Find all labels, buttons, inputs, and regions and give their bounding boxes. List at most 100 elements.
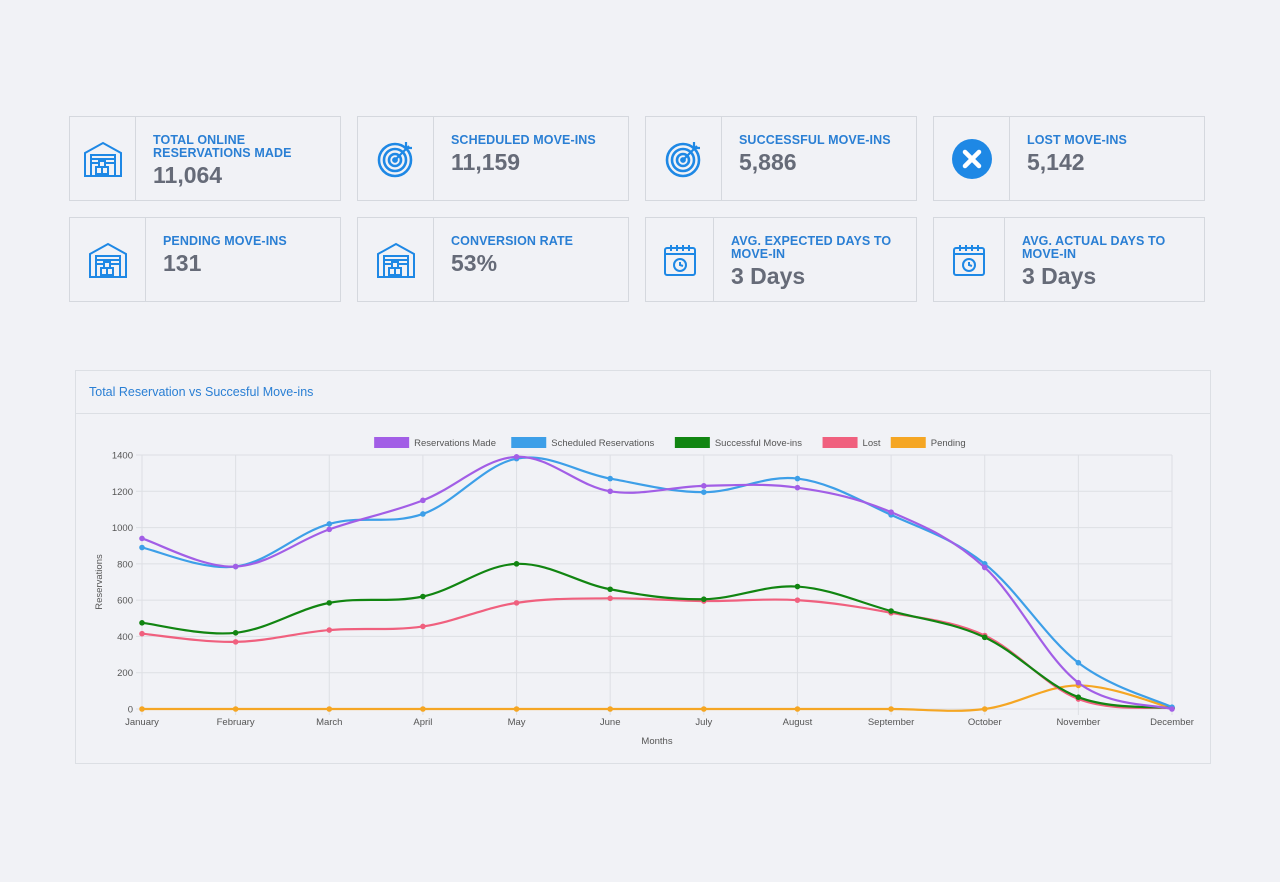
stat-card-scheduled-move-ins: Scheduled Move-ins 11,159 [357,116,629,201]
stat-card-text: Lost Move-ins 5,142 [1010,117,1127,200]
data-point [607,586,613,593]
data-point [701,706,707,712]
x-tick-label: January [125,717,159,728]
stat-label: Scheduled Move-ins [451,133,596,147]
legend-label: Reservations Made [414,438,496,449]
stat-value: 3 Days [1022,263,1097,289]
warehouse-icon [70,117,136,200]
data-point [326,600,333,606]
reservations-line-chart: 0 200 400 600 800 1000 1200 1400 January February… [94,437,1194,747]
data-point [794,475,801,482]
y-tick-label: 1200 [112,487,133,498]
x-tick-label: February [217,717,255,728]
stat-value: 53% [451,250,498,276]
data-point [420,706,426,712]
x-tick-label: March [316,717,342,728]
data-point [1169,706,1175,712]
legend-label: Pending [931,438,966,449]
series-line-lost [141,597,1173,710]
data-point [888,706,894,712]
legend-label: Lost [863,438,881,449]
stat-card-text: Total Online Reservations Made 11,064 [136,117,303,200]
series-line-reservations-made [141,455,1173,711]
data-point [139,620,145,626]
data-point [139,535,145,542]
data-point [701,489,707,495]
series-line-successful-move-ins [141,562,1173,710]
data-point [420,623,426,630]
data-point [888,509,894,515]
data-point [139,706,145,712]
data-point [1075,679,1082,686]
data-point [607,706,613,712]
warehouse-icon [358,218,434,301]
data-point [701,596,707,603]
series-line-pending [141,684,1173,712]
stat-card-text: Avg. Expected Days to Move-in 3 Days [714,218,896,301]
x-axis-title: Months [641,736,672,747]
y-tick-label: 1400 [112,451,133,462]
stat-card-pending-move-ins: Pending Move-ins 131 [69,217,341,302]
stat-value: 131 [163,250,202,276]
y-tick-label: 0 [128,705,133,716]
x-tick-label: May [508,717,526,728]
legend-label: Successful Move-ins [715,438,802,449]
data-point [981,564,988,571]
x-tick-label: December [1150,717,1194,728]
data-point [420,497,426,504]
stat-card-conversion-rate: Conversion Rate 53% [357,217,629,302]
data-point [607,488,613,495]
x-tick-label: November [1056,717,1100,728]
data-point [232,563,239,570]
data-point [326,521,333,527]
stat-value: 3 Days [731,263,806,289]
data-point [513,600,520,606]
y-axis-title: Reservations [94,554,105,610]
stat-label: Avg. Expected Days to Move-in [731,234,892,261]
x-tick-label: July [695,717,712,728]
y-tick-label: 200 [117,668,133,679]
data-point [513,706,520,712]
data-point [232,639,239,645]
data-point [1075,659,1082,666]
data-point [232,706,239,712]
y-tick-label: 800 [117,559,133,570]
stat-label: Successful Move-ins [739,133,891,147]
data-point [139,544,145,551]
calendar-clock-icon [646,218,714,301]
data-point [513,561,520,567]
legend-swatch [374,437,410,448]
stat-label: Lost Move-ins [1027,133,1127,147]
close-circle-icon [934,117,1010,200]
x-tick-label: October [968,717,1002,728]
data-point [607,475,613,482]
data-point [794,484,801,491]
stat-label: Total Online Reservations Made [153,133,292,160]
stat-card-lost-move-ins: Lost Move-ins 5,142 [933,116,1205,201]
legend-swatch [822,437,858,448]
stat-card-text: Scheduled Move-ins 11,159 [434,117,596,200]
series-line-scheduled-reservations [141,456,1173,709]
y-tick-label: 400 [117,632,133,643]
stat-value: 5,142 [1027,149,1085,175]
data-point [513,454,520,460]
data-point [701,483,707,489]
stat-value: 5,886 [739,149,797,175]
data-point [326,706,333,712]
stat-card-text: Avg. Actual Days to Move-in 3 Days [1005,218,1187,301]
data-point [794,706,801,712]
stat-value: 11,159 [451,149,521,175]
x-tick-label: August [783,717,813,728]
stat-card-successful-move-ins: Successful Move-ins 5,886 [645,116,917,201]
legend-label: Scheduled Reservations [551,438,654,449]
y-tick-label: 600 [117,596,133,607]
data-point [420,511,426,517]
stat-card-text: Conversion Rate 53% [434,218,573,301]
x-tick-label: April [413,717,432,728]
data-point [888,608,894,614]
data-point [794,597,801,603]
data-point [326,526,333,533]
stat-card-avg-actual-days: Avg. Actual Days to Move-in 3 Days [933,217,1205,302]
stat-label: Avg. Actual Days to Move-in [1022,234,1166,261]
target-icon [358,117,434,200]
